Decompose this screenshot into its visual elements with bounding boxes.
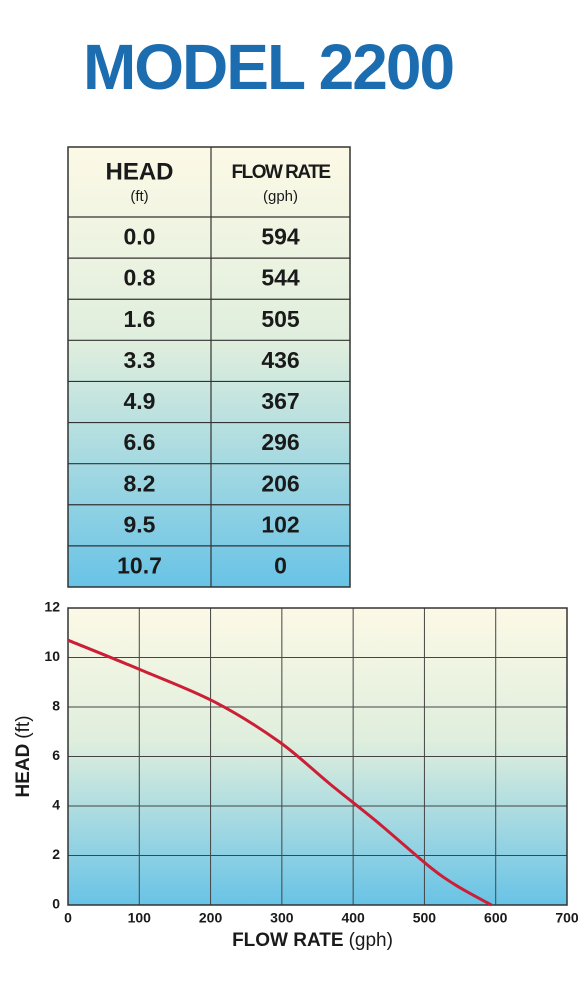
y-tick-label: 0	[52, 896, 60, 912]
header-unit: (ft)	[130, 188, 148, 205]
x-axis-label-unit: (gph)	[349, 930, 393, 951]
header-name: HEAD	[105, 158, 173, 185]
y-tick-label: 10	[44, 648, 60, 664]
header-unit: (gph)	[263, 188, 298, 205]
table-cell: 102	[261, 511, 299, 537]
table-background	[67, 146, 351, 588]
header-name: FLOW RATE	[231, 162, 330, 183]
x-tick-label: 500	[413, 910, 437, 926]
table-cell: 1.6	[124, 306, 156, 332]
y-tick-label: 12	[44, 599, 60, 615]
y-tick-label: 4	[52, 797, 60, 813]
x-axis-label-name: FLOW RATE	[232, 930, 344, 951]
y-axis-label-name: HEAD	[13, 744, 34, 798]
x-tick-label: 600	[484, 910, 508, 926]
x-tick-label: 400	[341, 910, 365, 926]
y-axis-label-unit: (ft)	[13, 715, 34, 738]
table-cell: 9.5	[124, 511, 156, 537]
plot-frame	[67, 607, 568, 906]
table-cell: 436	[261, 347, 299, 373]
x-tick-label: 0	[64, 910, 72, 926]
table-cell: 6.6	[124, 429, 156, 455]
title: MODEL 2200	[83, 31, 453, 103]
x-tick-label: 200	[199, 910, 223, 926]
table-cell: 3.3	[124, 347, 156, 373]
table-cell: 505	[261, 306, 300, 332]
table-cell: 0.8	[124, 265, 156, 291]
table-cell: 8.2	[124, 470, 156, 496]
y-tick-label: 2	[52, 846, 60, 862]
x-axis-label: FLOW RATE (gph)	[232, 930, 393, 951]
table-cell: 10.7	[117, 553, 162, 579]
table-cell: 367	[261, 388, 299, 414]
x-tick-label: 300	[270, 910, 294, 926]
table-cell: 296	[261, 429, 299, 455]
x-tick-label: 100	[128, 910, 152, 926]
table-cell: 544	[261, 265, 300, 291]
table-cell: 4.9	[124, 388, 156, 414]
table-cell: 594	[261, 224, 300, 250]
table-cell: 0.0	[124, 224, 156, 250]
table-cell: 206	[261, 470, 299, 496]
table-cell: 0	[274, 553, 287, 579]
curve	[67, 638, 493, 907]
y-tick-label: 6	[52, 747, 60, 763]
y-tick-label: 8	[52, 698, 60, 714]
x-tick-label: 700	[555, 910, 579, 926]
y-axis-label: HEAD (ft)	[13, 715, 34, 797]
